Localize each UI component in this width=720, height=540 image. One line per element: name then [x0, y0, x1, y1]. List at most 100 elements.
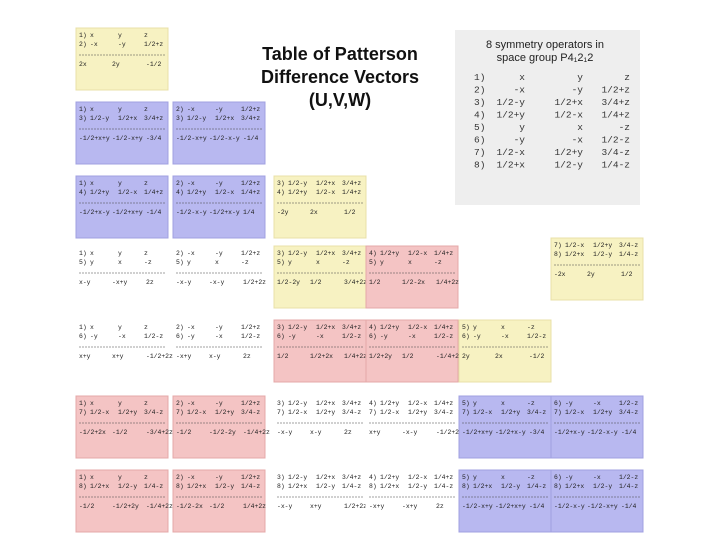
- operator-text: 2): [176, 106, 184, 113]
- vector-box: [172, 319, 266, 383]
- operator-text: 1/2-z: [434, 333, 453, 340]
- operator-text: x: [501, 474, 505, 481]
- operator-text: y: [118, 180, 122, 187]
- operator-cell: 3/4+z: [601, 97, 630, 108]
- operators-panel: [455, 30, 640, 205]
- operator-cell: 1/2+x: [554, 97, 583, 108]
- operator-text: 7): [462, 409, 470, 416]
- operator-text: -z: [527, 474, 535, 481]
- vector-result: -1/2: [112, 429, 128, 436]
- operator-text: 1/2+x: [316, 400, 335, 407]
- content: Table of Patterson Difference Vectors (U,V…: [75, 27, 644, 533]
- vector-result: -1/4: [621, 503, 637, 510]
- operator-text: 1/2-y: [408, 483, 427, 490]
- operator-text: x: [90, 324, 94, 331]
- operator-text: 3/4+z: [342, 324, 361, 331]
- vector-result: 1/2-2x: [402, 279, 425, 286]
- vector-result: -1/2-2x: [176, 503, 203, 510]
- operator-text: 1/2+y: [187, 189, 206, 196]
- vector-result: -1/2+x-y: [79, 209, 110, 216]
- vector-box: [458, 395, 552, 459]
- operator-cell: 1/2-x: [554, 110, 583, 121]
- operator-text: -x: [408, 333, 416, 340]
- vector-result: -1/2+x-y: [209, 209, 240, 216]
- operator-text: 7): [554, 242, 562, 249]
- vector-box: [75, 245, 169, 309]
- operator-text: 1): [79, 324, 87, 331]
- operator-text: -x: [501, 333, 509, 340]
- operator-cell: 7): [474, 147, 485, 158]
- vector-result: 1/4: [243, 209, 255, 216]
- operator-text: 1/2+y: [408, 409, 427, 416]
- operator-text: 1/2-z: [241, 333, 260, 340]
- operator-text: 1): [79, 180, 87, 187]
- operator-text: -y: [380, 333, 388, 340]
- vector-result: 1/2: [402, 353, 414, 360]
- vector-result: -1/2: [79, 503, 95, 510]
- vector-result: 2x: [495, 353, 503, 360]
- operator-text: 1/2+y: [593, 409, 612, 416]
- operator-text: 1/4+z: [342, 189, 361, 196]
- operator-text: 1/2+x: [473, 483, 492, 490]
- vector-result: 1/2-2y: [277, 279, 300, 286]
- operator-cell: 1/4+z: [601, 110, 630, 121]
- operator-text: 1/2+y: [593, 242, 612, 249]
- operator-text: 1/2+z: [241, 180, 260, 187]
- operator-text: 1): [79, 400, 87, 407]
- operator-text: 4): [369, 474, 377, 481]
- operator-cell: 1/2+x: [496, 160, 525, 171]
- operator-cell: 1/4-z: [601, 160, 630, 171]
- vector-result: x-y: [79, 279, 91, 286]
- operator-text: -y: [215, 250, 223, 257]
- operator-text: 3): [277, 180, 285, 187]
- operator-text: 1/2+y: [501, 409, 520, 416]
- operator-text: 5): [176, 259, 184, 266]
- vector-box: [172, 175, 266, 239]
- slide-title: Table of Patterson: [262, 44, 418, 64]
- operator-text: 1): [79, 32, 87, 39]
- operator-text: 7): [554, 409, 562, 416]
- vector-box: [458, 319, 552, 383]
- operator-text: 3/4-z: [434, 409, 453, 416]
- operator-text: 1/2+x: [316, 324, 335, 331]
- vector-result: -1/4: [146, 209, 162, 216]
- operator-text: -x: [187, 180, 195, 187]
- operator-text: y: [288, 259, 292, 266]
- operator-text: 3): [277, 400, 285, 407]
- operator-text: -x: [187, 400, 195, 407]
- vector-result: -1/4: [243, 135, 259, 142]
- vector-result: x+y: [310, 503, 322, 510]
- operator-text: 3/4+z: [342, 474, 361, 481]
- vector-result: -1/2+x-y: [554, 429, 585, 436]
- operator-text: y: [187, 259, 191, 266]
- operator-text: -z: [241, 259, 249, 266]
- vector-box: [172, 245, 266, 309]
- vector-result: -1/2-x+y: [112, 135, 143, 142]
- operator-text: 8): [277, 483, 285, 490]
- operator-text: y: [118, 250, 122, 257]
- vector-box: [273, 469, 367, 533]
- operator-cell: 1/2-y: [496, 97, 525, 108]
- operator-text: -z: [527, 400, 535, 407]
- operator-text: 1/2+x: [316, 250, 335, 257]
- vector-result: -1/2+x-y: [495, 429, 526, 436]
- operator-text: 1/4+z: [144, 189, 163, 196]
- operator-text: 1/4+z: [434, 474, 453, 481]
- operator-text: 6): [176, 333, 184, 340]
- operator-text: 1/2-y: [90, 115, 109, 122]
- operator-text: -y: [215, 400, 223, 407]
- operator-text: 1/2+y: [118, 409, 137, 416]
- operator-text: -x: [90, 41, 98, 48]
- operator-cell: 6): [474, 135, 485, 146]
- operator-cell: z: [624, 72, 630, 83]
- operator-text: -y: [187, 333, 195, 340]
- vector-box: [550, 395, 644, 459]
- operator-text: 1/2-x: [118, 189, 137, 196]
- vector-result: -3/4: [529, 429, 545, 436]
- vector-result: -1/2-2y: [209, 429, 236, 436]
- operator-text: z: [144, 474, 148, 481]
- operator-text: y: [118, 400, 122, 407]
- vector-result: -1/4+2z: [436, 353, 463, 360]
- operator-text: 1/2-y: [215, 483, 234, 490]
- operator-text: 5): [462, 400, 470, 407]
